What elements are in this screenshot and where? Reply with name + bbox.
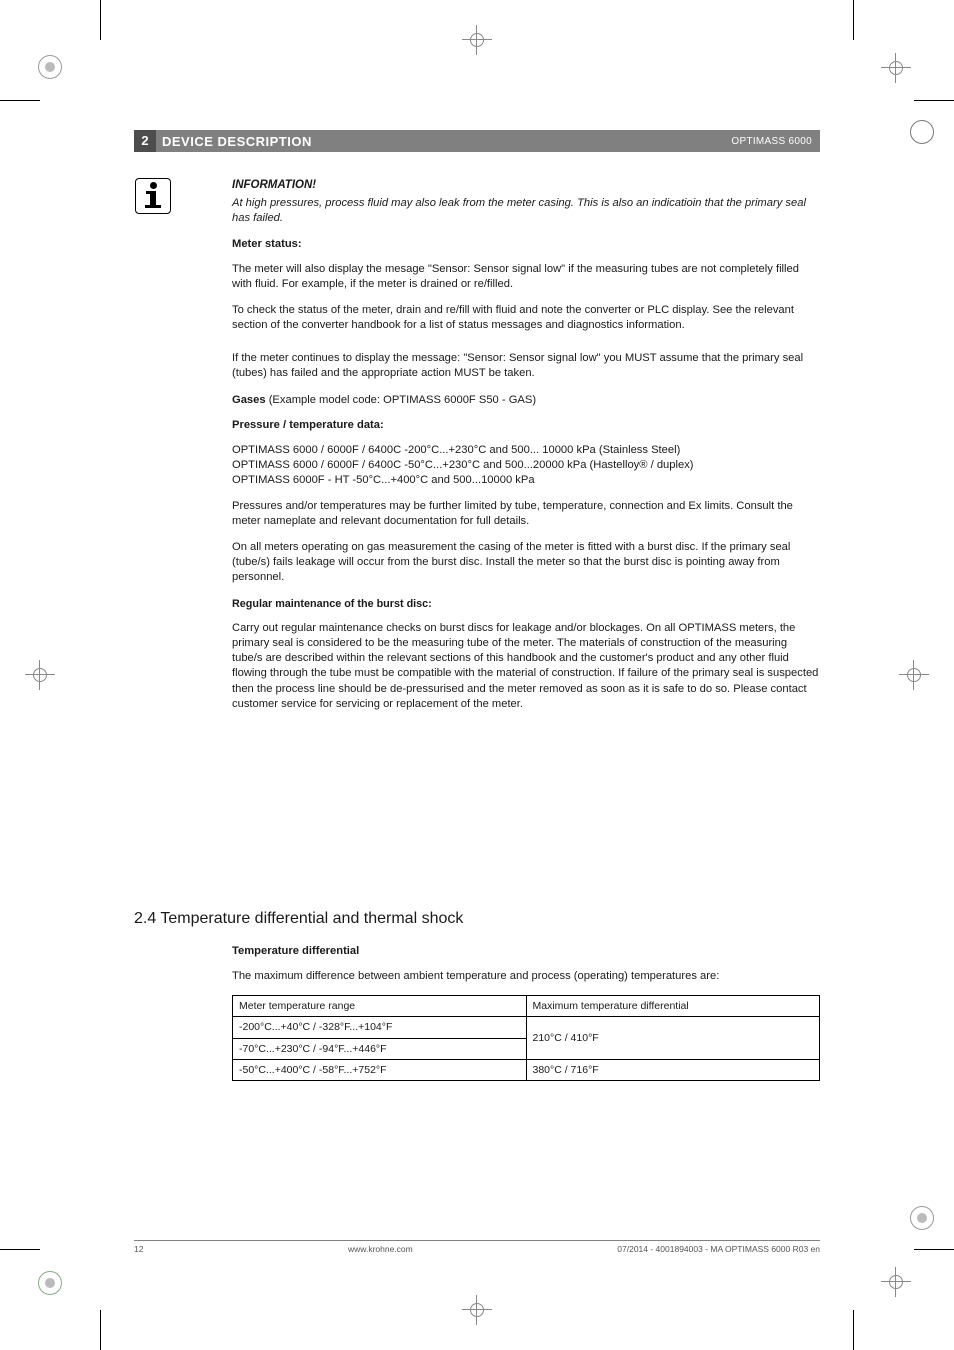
- reg-cross-bottom: [467, 1300, 487, 1320]
- temp-diff-sub: Temperature differential: [232, 944, 820, 959]
- table-cell: 380°C / 716°F: [526, 1059, 820, 1080]
- body-text: Pressures and/or temperatures may be fur…: [232, 499, 820, 529]
- body-text: The meter will also display the mesage "…: [232, 262, 820, 292]
- section-2-4-content: Temperature differential The maximum dif…: [232, 940, 820, 1081]
- table-header: Maximum temperature differential: [526, 996, 820, 1017]
- table-row: -50°C...+400°C / -58°F...+752°F 380°C / …: [233, 1059, 820, 1080]
- reg-circle-bl: [38, 1271, 62, 1295]
- info-heading: INFORMATION!: [232, 178, 820, 194]
- temperature-table: Meter temperature range Maximum temperat…: [232, 995, 820, 1081]
- reg-cross-left: [30, 665, 50, 685]
- info-text: At high pressures, process fluid may als…: [232, 196, 820, 226]
- section-number: 2: [134, 130, 156, 152]
- body-text: On all meters operating on gas measureme…: [232, 540, 820, 585]
- reg-circle-tr: [910, 120, 934, 144]
- body-text: Carry out regular maintenance checks on …: [232, 621, 820, 712]
- table-cell: -200°C...+40°C / -328°F...+104°F: [233, 1017, 527, 1038]
- pressure-heading: Pressure / temperature data:: [232, 418, 820, 433]
- crop-mark: [100, 0, 101, 40]
- page-content: INFORMATION! At high pressures, process …: [232, 178, 820, 723]
- crop-mark: [914, 100, 954, 101]
- section-2-4-heading: 2.4 Temperature differential and thermal…: [134, 910, 463, 928]
- crop-mark: [914, 1249, 954, 1250]
- page-number: 12: [134, 1244, 143, 1254]
- body-text: OPTIMASS 6000 / 6000F / 6400C -50°C...+2…: [232, 458, 820, 473]
- crop-mark: [0, 1249, 40, 1250]
- body-text: If the meter continues to display the me…: [232, 351, 820, 381]
- crop-mark: [100, 1310, 101, 1350]
- model-label: OPTIMASS 6000: [731, 136, 820, 147]
- crop-mark: [853, 0, 854, 40]
- crop-mark: [0, 100, 40, 101]
- meter-status-heading: Meter status:: [232, 237, 820, 252]
- table-cell: 210°C / 410°F: [526, 1017, 820, 1059]
- body-text: The maximum difference between ambient t…: [232, 969, 820, 984]
- reg-circle-br: [910, 1206, 934, 1230]
- body-text: OPTIMASS 6000F - HT -50°C...+400°C and 5…: [232, 473, 820, 488]
- reg-cross-top: [467, 30, 487, 50]
- page-footer: 12 www.krohne.com 07/2014 - 4001894003 -…: [134, 1240, 820, 1254]
- gases-line: Gases (Example model code: OPTIMASS 6000…: [232, 393, 820, 408]
- reg-cross-right: [904, 665, 924, 685]
- info-icon-container: [135, 178, 171, 214]
- body-text: OPTIMASS 6000 / 6000F / 6400C -200°C...+…: [232, 443, 820, 458]
- crop-mark: [853, 1310, 854, 1350]
- reg-cross-tr: [886, 58, 906, 78]
- info-icon: [135, 178, 171, 214]
- table-row: Meter temperature range Maximum temperat…: [233, 996, 820, 1017]
- table-row: -200°C...+40°C / -328°F...+104°F 210°C /…: [233, 1017, 820, 1038]
- reg-cross-br: [886, 1272, 906, 1292]
- section-title: DEVICE DESCRIPTION: [156, 134, 731, 149]
- table-cell: -70°C...+230°C / -94°F...+446°F: [233, 1038, 527, 1059]
- burst-heading: Regular maintenance of the burst disc:: [232, 597, 820, 612]
- table-cell: -50°C...+400°C / -58°F...+752°F: [233, 1059, 527, 1080]
- table-header: Meter temperature range: [233, 996, 527, 1017]
- footer-doc: 07/2014 - 4001894003 - MA OPTIMASS 6000 …: [617, 1244, 820, 1254]
- body-text: To check the status of the meter, drain …: [232, 303, 820, 333]
- reg-circle-tl: [38, 55, 62, 79]
- section-header: 2 DEVICE DESCRIPTION OPTIMASS 6000: [134, 130, 820, 152]
- footer-site: www.krohne.com: [348, 1244, 413, 1254]
